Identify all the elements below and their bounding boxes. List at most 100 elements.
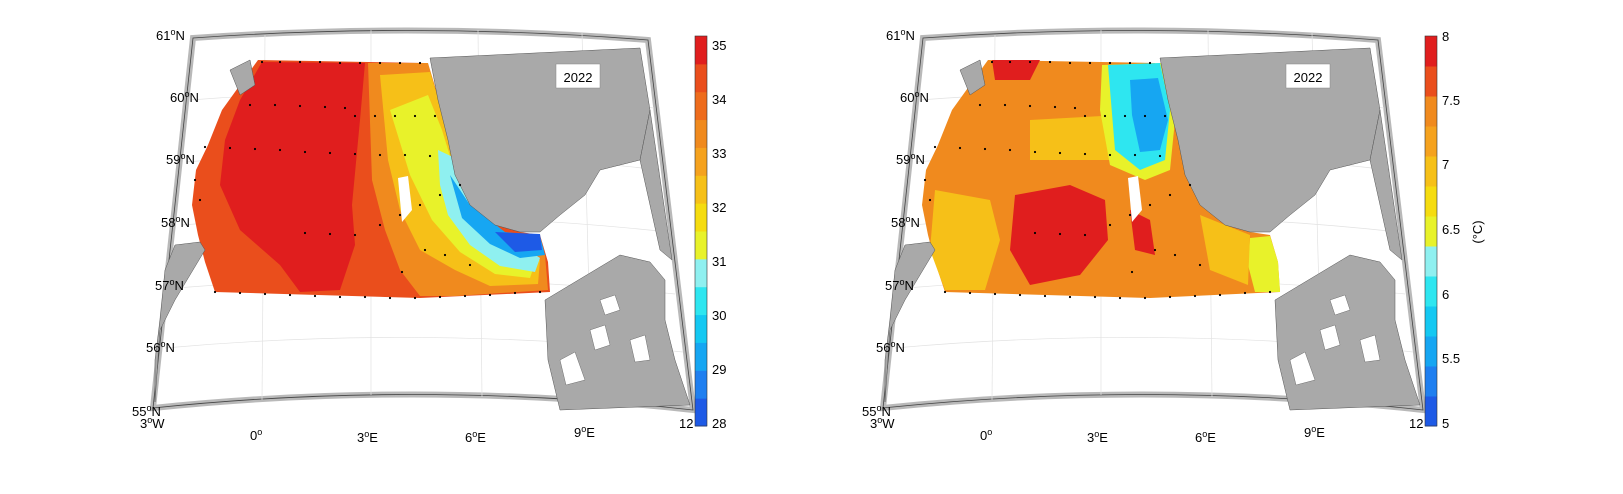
salinity-colorbar <box>694 35 708 427</box>
sweden-land <box>1369 109 1403 261</box>
temperature-colorbar-ticks: 8 7.5 7 6.5 6 5.5 5 <box>1442 29 1460 431</box>
temperature-colorbar <box>1424 35 1438 427</box>
station-dots <box>923 60 1272 300</box>
colorbar-tick: 5.5 <box>1442 351 1460 366</box>
colorbar-swatch <box>695 231 707 260</box>
lon-label-6e: 6oE <box>465 429 486 445</box>
lat-label-61: 61oN <box>156 27 185 43</box>
colorbar-swatch <box>695 175 707 204</box>
lat-label-59: 59oN <box>166 151 195 167</box>
colorbar-tick: 30 <box>712 308 726 323</box>
salinity-map-svg: 2022 55oN 56oN 57oN 58oN 59oN 60oN 61oN … <box>132 27 726 445</box>
field-freshest <box>495 232 542 252</box>
field-core-high <box>220 62 365 292</box>
colorbar-border <box>694 35 708 427</box>
latitude-labels: 55oN 56oN 57oN 58oN 59oN 60oN 61oN <box>862 27 929 419</box>
lat-label-55: 55oN <box>132 403 161 419</box>
colorbar-swatch <box>1425 186 1437 217</box>
colorbar-tick: 35 <box>712 38 726 53</box>
lon-label-3e: 3oE <box>357 429 378 445</box>
colorbar-tick: 34 <box>712 92 726 107</box>
station-dots <box>193 60 542 300</box>
colorbar-swatch <box>1425 336 1437 367</box>
colorbar-border <box>1424 35 1438 427</box>
colorbar-tick: 29 <box>712 362 726 377</box>
field-gap <box>398 176 412 222</box>
colorbar-tick: 8 <box>1442 29 1449 44</box>
temperature-map-panel: 2022 55oN 56oN 57oN 58oN 59oN 60oN 61oN … <box>730 0 1540 494</box>
lon-label-3w: 3oW <box>870 415 895 431</box>
salinity-colorbar-ticks: 35 34 33 32 31 30 29 28 <box>712 38 726 431</box>
colorbar-swatch <box>1425 66 1437 97</box>
lat-label-57: 57oN <box>155 277 184 293</box>
colorbar-swatch <box>1425 366 1437 397</box>
colorbar-swatch <box>1425 306 1437 337</box>
field-cold-blue <box>1130 78 1168 152</box>
colorbar-swatch <box>1425 96 1437 127</box>
latitude-labels: 55oN 56oN 57oN 58oN 59oN 60oN 61oN <box>132 27 199 419</box>
colorbar-swatch <box>695 36 707 65</box>
colorbar-swatch <box>695 286 707 316</box>
lon-label-12: 12 <box>1409 416 1423 431</box>
colorbar-swatch <box>695 119 707 148</box>
salinity-map-panel: 2022 55oN 56oN 57oN 58oN 59oN 60oN 61oN … <box>0 0 810 494</box>
lat-label-56: 56oN <box>146 339 175 355</box>
temperature-unit-label: (°C) <box>1470 220 1485 243</box>
year-label-box <box>555 63 601 89</box>
colorbar-tick: 31 <box>712 254 726 269</box>
colorbar-swatch <box>695 203 707 232</box>
lon-label-12: 12 <box>679 416 693 431</box>
colorbar-tick: 32 <box>712 200 726 215</box>
lon-label-0: 0o <box>980 427 992 443</box>
lon-label-9e: 9oE <box>1304 424 1325 440</box>
lat-label-61: 61oN <box>886 27 915 43</box>
field-gap <box>1128 176 1142 222</box>
field-gold-west <box>930 190 1000 290</box>
lat-label-56: 56oN <box>876 339 905 355</box>
year-label: 2022 <box>564 70 593 85</box>
colorbar-tick: 5 <box>1442 416 1449 431</box>
sweden-land <box>639 109 673 261</box>
colorbar-swatch <box>1425 36 1437 67</box>
lon-label-3w: 3oW <box>140 415 165 431</box>
lon-label-3e: 3oE <box>1087 429 1108 445</box>
colorbar-swatch <box>1425 246 1437 277</box>
colorbar-swatch <box>1425 126 1437 157</box>
year-label-box <box>1285 63 1331 89</box>
colorbar-swatch <box>695 342 707 371</box>
colorbar-swatch <box>695 147 707 176</box>
field-east-yellow <box>1248 236 1280 292</box>
lat-label-55: 55oN <box>862 403 891 419</box>
colorbar-swatch <box>695 370 707 399</box>
longitude-labels: 3oW 0o 3oE 6oE 9oE 12 <box>140 415 693 445</box>
temperature-field <box>922 60 1280 298</box>
colorbar-swatch <box>1425 396 1437 427</box>
colorbar-swatch <box>1425 156 1437 187</box>
colorbar-tick: 7 <box>1442 157 1449 172</box>
lat-label-57: 57oN <box>885 277 914 293</box>
lat-label-59: 59oN <box>896 151 925 167</box>
colorbar-swatch <box>695 258 707 288</box>
shetland-land <box>229 59 256 96</box>
temperature-map-svg: 2022 55oN 56oN 57oN 58oN 59oN 60oN 61oN … <box>862 27 1485 445</box>
islands <box>1289 294 1381 386</box>
colorbar-tick: 28 <box>712 416 726 431</box>
year-label: 2022 <box>1294 70 1323 85</box>
colorbar-tick: 7.5 <box>1442 93 1460 108</box>
colorbar-swatch <box>1425 276 1437 307</box>
field-warm-core <box>1010 185 1108 285</box>
colorbar-swatch <box>695 63 707 93</box>
colorbar-swatch <box>695 91 707 121</box>
colorbar-tick: 6 <box>1442 287 1449 302</box>
field-warm-streak <box>1130 210 1155 255</box>
lon-label-0: 0o <box>250 427 262 443</box>
field-gold-band <box>1030 115 1120 160</box>
field-warm-top <box>992 60 1040 80</box>
colorbar-swatch <box>695 314 707 343</box>
shetland-land <box>959 59 986 96</box>
field-front-yellow <box>390 95 535 278</box>
colorbar-swatch <box>695 398 707 427</box>
field-east-gold <box>1200 215 1250 285</box>
scotland-land <box>884 241 936 403</box>
lat-label-60: 60oN <box>170 89 199 105</box>
